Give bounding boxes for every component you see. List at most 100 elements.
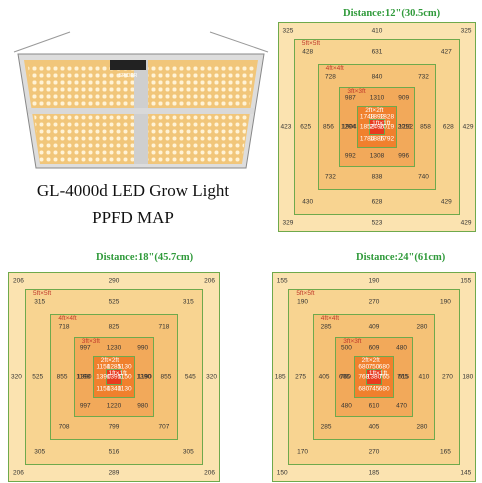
ppfd-value-center: 1828 <box>379 113 395 120</box>
ppfd-value-center: 1886 <box>369 135 385 143</box>
ppfd-value: 992 <box>344 152 356 160</box>
ppfd-value: 997 <box>79 344 91 352</box>
ppfd-value: 631 <box>371 48 383 56</box>
ppfd-value: 523 <box>371 219 383 227</box>
ppfd-value: 516 <box>108 448 120 456</box>
ppfd-value-center: 2490 <box>369 123 385 131</box>
ppfd-value: 325 <box>460 27 472 35</box>
ppfd-value: 855 <box>56 373 68 381</box>
ppfd-map-12in: 325 410 325 423 429 329 523 429 428 631 427 625 628 4… <box>278 22 476 232</box>
ppfd-value: 625 <box>300 123 312 131</box>
ppfd-value: 615 <box>398 373 410 381</box>
ppfd-value: 305 <box>34 448 46 456</box>
ppfd-value: 165 <box>440 448 451 456</box>
ppfd-value: 609 <box>368 344 380 352</box>
ring-label-r5: 5ft×5ft <box>32 289 52 297</box>
ring-label-r4: 4ft×4ft <box>320 315 340 322</box>
ring-1ft <box>105 368 123 386</box>
ppfd-value: 315 <box>182 298 194 306</box>
ppfd-value: 728 <box>325 73 336 81</box>
fixture-brand-label: SPIDER <box>119 73 138 79</box>
ppfd-value-center: 745 <box>368 385 380 393</box>
ppfd-value: 732 <box>418 73 429 81</box>
ppfd-value: 1308 <box>369 152 385 160</box>
ppfd-value-center: 750 <box>368 363 380 370</box>
ppfd-value: 429 <box>462 123 474 131</box>
ppfd-value: 427 <box>440 48 452 56</box>
ppfd-value: 150 <box>276 469 288 477</box>
distance-label-18in: Distance:18"(45.7cm) <box>96 252 194 263</box>
ppfd-value: 305 <box>182 448 194 456</box>
ppfd-value: 190 <box>297 298 308 306</box>
ppfd-value: 170 <box>297 448 308 456</box>
ring-1ft <box>365 368 383 386</box>
grow-light-fixture: SPIDER <box>13 31 269 169</box>
ppfd-value: 545 <box>184 373 196 381</box>
ppfd-value: 155 <box>460 277 472 285</box>
ppfd-value: 628 <box>371 198 383 206</box>
ppfd-value-center: 1130 <box>117 385 132 393</box>
ppfd-value: 285 <box>320 423 332 431</box>
ppfd-value: 628 <box>442 123 454 131</box>
ppfd-value: 1390 <box>77 373 92 381</box>
ppfd-value: 1904 <box>342 123 357 131</box>
ppfd-value-center: 1285 <box>106 363 122 370</box>
ring-label-r3: 3ft×3ft <box>81 338 100 346</box>
ring-label-r3: 3ft×3ft <box>343 338 362 346</box>
ppfd-value: 1292 <box>398 123 413 131</box>
ppfd-value: 185 <box>274 373 286 381</box>
ppfd-value-center: 680 <box>378 363 390 370</box>
ppfd-value: 708 <box>58 423 70 431</box>
ring-label-r4: 4ft×4ft <box>325 65 344 72</box>
ring-label-r4: 4ft×4ft <box>58 315 77 322</box>
ppfd-value: 270 <box>368 448 380 456</box>
ppfd-value: 740 <box>418 173 429 181</box>
ppfd-value: 206 <box>13 277 24 285</box>
ppfd-value: 1190 <box>137 373 152 381</box>
ppfd-value: 838 <box>371 173 383 181</box>
ppfd-value: 1220 <box>106 402 122 410</box>
ring-1ft <box>369 118 385 136</box>
ppfd-value: 410 <box>371 27 383 35</box>
ppfd-map-18in: 206 290 206 320 320 206 289 206 315 525 315 525 545 3… <box>8 272 220 482</box>
ppfd-value: 429 <box>460 219 472 227</box>
ppfd-value: 315 <box>34 298 46 306</box>
ppfd-value: 1294 <box>341 123 356 131</box>
ppfd-value: 180 <box>462 373 474 381</box>
ppfd-value: 405 <box>318 373 330 381</box>
ppfd-value: 405 <box>368 423 380 431</box>
ppfd-map-24in: 155 190 155 185 180 150 185 145 190 270 190 275 270 1… <box>272 272 476 482</box>
ppfd-value: 858 <box>420 123 431 131</box>
ppfd-value: 760 <box>339 373 351 381</box>
ppfd-value: 190 <box>440 298 451 306</box>
ring-label-r5: 5ft×5ft <box>296 289 315 297</box>
ppfd-value: 718 <box>158 323 170 331</box>
ring-label-r2: 2ft×2ft <box>361 357 380 364</box>
ppfd-value: 329 <box>282 219 294 227</box>
ppfd-value-center: 1390 <box>96 373 111 381</box>
ring-label-r3: 3ft×3ft <box>347 88 366 96</box>
ppfd-value-center: 1380 <box>366 373 382 381</box>
ring-label-r2: 2ft×2ft <box>100 357 120 364</box>
ppfd-value: 206 <box>204 277 215 285</box>
ppfd-value-center: 1130 <box>117 363 132 370</box>
ppfd-value: 275 <box>295 373 306 381</box>
ppfd-value-center: 1395 <box>106 373 122 381</box>
ppfd-value: 320 <box>11 373 22 381</box>
ppfd-value: 423 <box>280 123 292 131</box>
ring-label-r1: 1ft×1ft <box>108 369 127 377</box>
ppfd-value: 500 <box>340 344 352 352</box>
ppfd-value-center: 680 <box>378 385 390 393</box>
ppfd-value: 765 <box>397 373 409 381</box>
ppfd-value: 410 <box>418 373 430 381</box>
ppfd-value: 320 <box>206 373 217 381</box>
ring-label-r2: 2ft×2ft <box>365 107 384 114</box>
ppfd-value: 480 <box>396 344 408 352</box>
ppfd-map-title: PPFD MAP <box>92 208 174 227</box>
ppfd-value: 525 <box>32 373 44 381</box>
ppfd-value-center: 680 <box>358 385 370 393</box>
ppfd-value-center: 1852 <box>359 123 375 131</box>
ppfd-value: 190 <box>368 277 380 285</box>
ppfd-value: 470 <box>396 402 408 410</box>
ppfd-value-center: 1748 <box>359 113 375 120</box>
